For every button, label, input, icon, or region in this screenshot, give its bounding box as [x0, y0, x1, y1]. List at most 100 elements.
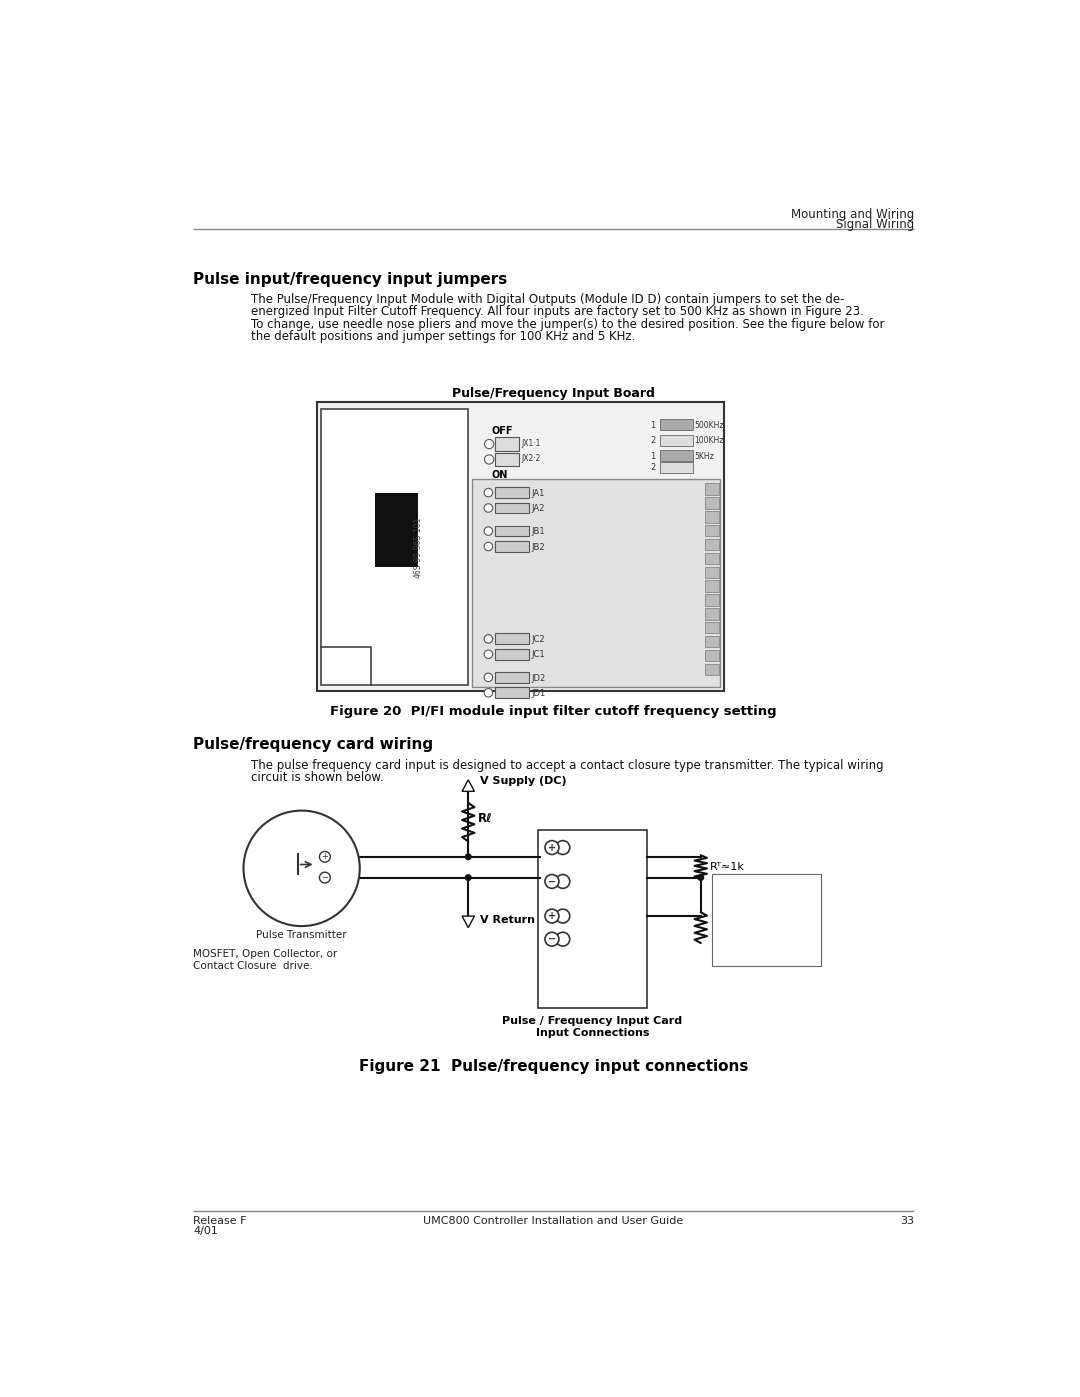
Bar	[495, 633, 529, 644]
Bar	[704, 511, 718, 522]
Bar	[704, 497, 718, 509]
Circle shape	[484, 650, 492, 658]
Circle shape	[484, 673, 492, 682]
Bar	[704, 594, 718, 606]
Polygon shape	[462, 916, 474, 928]
Text: The Pulse/Frequency Input Module with Digital Outputs (Module ID D) contain jump: The Pulse/Frequency Input Module with Di…	[252, 293, 845, 306]
Text: Note: All pulse
frequency inputs
share a return
connection that is
common to all: Note: All pulse frequency inputs share a…	[716, 877, 815, 949]
Text: JC1: JC1	[531, 651, 545, 659]
Circle shape	[545, 841, 559, 855]
Text: UMC800 Controller Installation and User Guide: UMC800 Controller Installation and User …	[423, 1217, 684, 1227]
Circle shape	[545, 909, 559, 923]
Text: Input Connections: Input Connections	[536, 1028, 649, 1038]
Text: The pulse frequency card input is designed to accept a contact closure type tran: The pulse frequency card input is design…	[252, 759, 883, 773]
Bar	[321, 409, 469, 685]
Bar	[704, 567, 718, 578]
Text: Pulse input/frequency input jumpers: Pulse input/frequency input jumpers	[193, 271, 508, 286]
Text: Pulse/frequency card wiring: Pulse/frequency card wiring	[193, 738, 433, 753]
Circle shape	[485, 455, 494, 464]
Bar	[704, 664, 718, 675]
Bar	[495, 488, 529, 497]
Text: 33: 33	[900, 1217, 914, 1227]
Bar	[704, 622, 718, 633]
Circle shape	[556, 841, 570, 855]
Bar	[713, 873, 821, 967]
Text: Signal Wiring: Signal Wiring	[836, 218, 914, 232]
Text: energized Input Filter Cutoff Frequency. All four inputs are factory set to 500 : energized Input Filter Cutoff Frequency.…	[252, 306, 864, 319]
Text: Figure 21  Pulse/frequency input connections: Figure 21 Pulse/frequency input connecti…	[359, 1059, 748, 1073]
Text: 4/01: 4/01	[193, 1225, 218, 1235]
Circle shape	[484, 489, 492, 497]
Bar	[704, 580, 718, 592]
Text: +: +	[548, 842, 556, 852]
Bar	[495, 648, 529, 659]
Text: Pulse Transmitter: Pulse Transmitter	[256, 930, 347, 940]
Text: Rᵀ≈1k: Rᵀ≈1k	[710, 862, 745, 872]
Text: 5KHz: 5KHz	[694, 451, 714, 461]
Bar	[661, 419, 693, 430]
Circle shape	[556, 932, 570, 946]
Text: Release F: Release F	[193, 1217, 246, 1227]
Text: JX1·1: JX1·1	[521, 439, 540, 447]
Text: 1: 1	[650, 420, 656, 430]
Circle shape	[243, 810, 360, 926]
Bar	[538, 830, 647, 1009]
Bar	[495, 525, 529, 536]
Text: Pulse / Frequency Input Card: Pulse / Frequency Input Card	[502, 1016, 683, 1027]
Bar	[704, 525, 718, 536]
Circle shape	[464, 854, 472, 861]
Circle shape	[484, 689, 492, 697]
Text: V Supply (DC): V Supply (DC)	[480, 775, 567, 787]
Polygon shape	[462, 780, 474, 791]
Circle shape	[698, 875, 704, 882]
Circle shape	[484, 504, 492, 513]
Text: JB2: JB2	[531, 542, 545, 552]
Text: Pulse/Frequency Input Board: Pulse/Frequency Input Board	[453, 387, 654, 400]
Circle shape	[464, 875, 472, 882]
Text: To change, use needle nose pliers and move the jumper(s) to the desired position: To change, use needle nose pliers and mo…	[252, 317, 885, 331]
Text: JC2: JC2	[531, 636, 545, 644]
Bar	[495, 672, 529, 683]
Bar	[496, 453, 518, 467]
Bar	[704, 636, 718, 647]
Bar	[661, 462, 693, 472]
Text: 2: 2	[650, 464, 656, 472]
Text: OFF: OFF	[491, 426, 513, 436]
Text: Figure 20  PI/FI module input filter cutoff frequency setting: Figure 20 PI/FI module input filter cuto…	[330, 705, 777, 718]
Circle shape	[545, 875, 559, 888]
Circle shape	[320, 851, 330, 862]
Text: Rℓ: Rℓ	[477, 812, 492, 824]
Bar	[704, 483, 718, 495]
Text: JA1: JA1	[531, 489, 545, 497]
Bar	[704, 650, 718, 661]
Text: JB1: JB1	[531, 527, 545, 536]
Text: circuit is shown below.: circuit is shown below.	[252, 771, 383, 784]
Bar	[495, 503, 529, 513]
Text: MOSFET, Open Collector, or
Contact Closure  drive.: MOSFET, Open Collector, or Contact Closu…	[193, 949, 337, 971]
Circle shape	[484, 542, 492, 550]
Circle shape	[484, 527, 492, 535]
Text: 46S-99-96S-101: 46S-99-96S-101	[414, 515, 422, 577]
Circle shape	[320, 872, 330, 883]
Text: −: −	[322, 873, 328, 882]
Text: the default positions and jumper settings for 100 KHz and 5 KHz.: the default positions and jumper setting…	[252, 330, 636, 344]
Text: ON: ON	[491, 471, 508, 481]
Text: JD2: JD2	[531, 673, 546, 683]
Bar	[375, 493, 418, 567]
Text: JA2: JA2	[531, 504, 545, 513]
Bar	[495, 687, 529, 698]
Bar	[496, 437, 518, 451]
Circle shape	[545, 932, 559, 946]
Circle shape	[484, 634, 492, 643]
Text: JD1: JD1	[531, 689, 546, 698]
Circle shape	[556, 909, 570, 923]
Text: Mounting and Wiring: Mounting and Wiring	[791, 208, 914, 221]
Text: −: −	[548, 935, 556, 944]
Text: −: −	[548, 876, 556, 887]
Text: V Return (DC): V Return (DC)	[480, 915, 566, 925]
Bar	[661, 434, 693, 446]
Bar	[318, 402, 724, 692]
Circle shape	[485, 440, 494, 448]
Bar	[704, 608, 718, 620]
Bar	[661, 450, 693, 461]
